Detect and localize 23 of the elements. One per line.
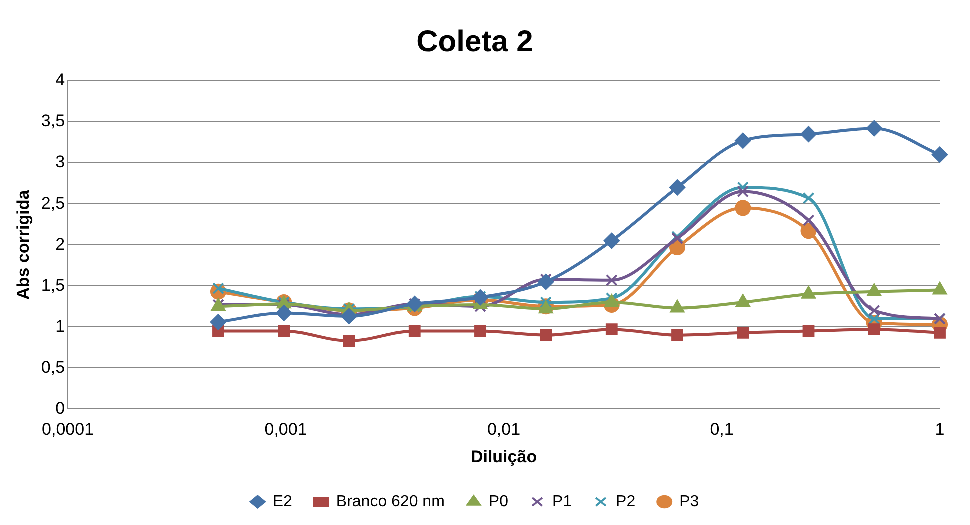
chart-title: Coleta 2 bbox=[416, 25, 534, 58]
x-tick-label: 0,001 bbox=[264, 420, 308, 440]
y-tick-label: 1,5 bbox=[41, 276, 66, 295]
x-axis-title: Diluição bbox=[470, 447, 538, 466]
legend-label: Branco 620 nm bbox=[336, 493, 445, 510]
x-tick-label: 0,01 bbox=[487, 420, 521, 440]
y-tick-label: 2 bbox=[56, 234, 66, 254]
legend-label: P3 bbox=[680, 493, 700, 510]
legend-label: P0 bbox=[488, 493, 509, 510]
legend-label: P2 bbox=[616, 493, 636, 510]
x-tick-label: 0,0001 bbox=[42, 420, 94, 440]
y-tick-label: 4 bbox=[56, 70, 66, 90]
x-tick-label: 1 bbox=[935, 420, 945, 440]
x-tick-label: 0,1 bbox=[710, 420, 734, 440]
y-axis-title: Abs corrigida bbox=[14, 190, 33, 300]
y-tick-label: 3 bbox=[56, 152, 66, 172]
y-tick-label: 1 bbox=[56, 316, 66, 336]
legend-label: P1 bbox=[552, 493, 572, 510]
y-tick-label: 0,5 bbox=[41, 358, 66, 377]
y-tick-label: 2,5 bbox=[41, 194, 66, 213]
legend-label: E2 bbox=[272, 493, 292, 510]
y-tick-label: 0 bbox=[56, 398, 66, 418]
y-tick-label: 3,5 bbox=[41, 112, 66, 131]
